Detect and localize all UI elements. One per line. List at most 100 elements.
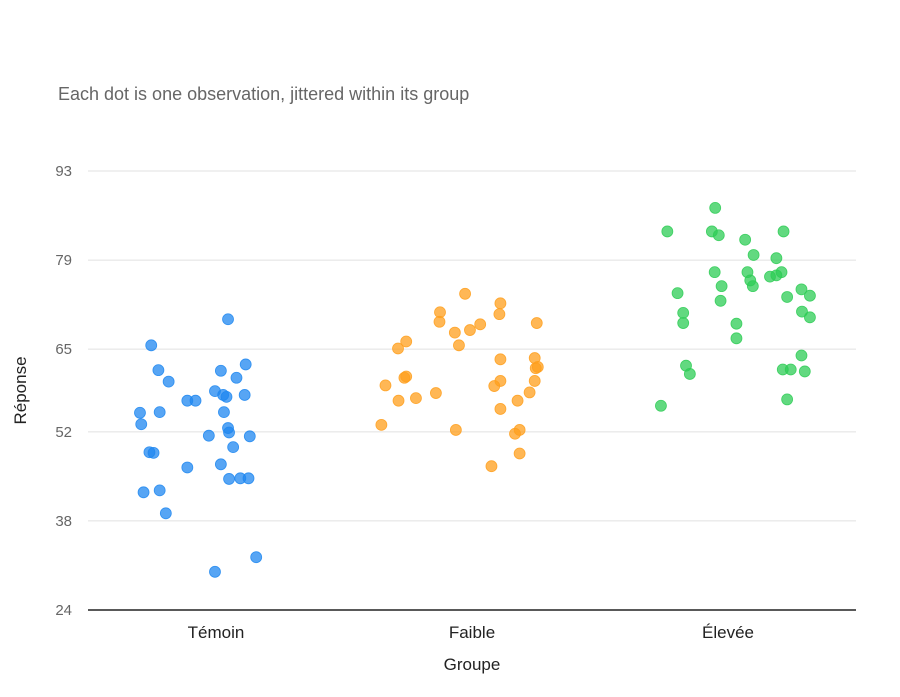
data-point (410, 392, 422, 405)
data-point (708, 266, 721, 279)
data-point (488, 380, 501, 392)
data-point (531, 361, 544, 373)
data-point (243, 430, 256, 443)
data-points (134, 202, 816, 578)
data-point (494, 403, 507, 415)
gridlines (88, 170, 856, 522)
data-point (661, 225, 674, 238)
data-point (671, 287, 684, 300)
y-tick-label: 65 (55, 341, 72, 358)
data-point (152, 364, 165, 377)
data-point (485, 460, 498, 473)
data-point (677, 317, 690, 329)
data-point (392, 394, 405, 407)
data-point (655, 399, 667, 412)
data-point (677, 306, 690, 319)
data-point (400, 370, 413, 383)
x-axis-categories: Témoin Faible Élevée (188, 623, 754, 642)
x-category-label: Élevée (702, 623, 754, 642)
data-point (804, 289, 816, 302)
data-point (511, 394, 524, 407)
data-point (493, 308, 506, 321)
data-point (202, 429, 215, 442)
data-point (770, 252, 783, 265)
data-point (781, 393, 794, 406)
data-point (250, 551, 263, 564)
data-point (804, 311, 816, 324)
y-tick-label: 93 (55, 163, 72, 180)
data-point (449, 424, 462, 436)
data-point (137, 486, 150, 499)
data-point (242, 472, 255, 485)
data-point (448, 326, 461, 339)
data-point (781, 291, 794, 303)
x-category-label: Faible (449, 623, 495, 642)
data-point (223, 426, 235, 439)
data-point (528, 375, 541, 387)
y-tick-label: 24 (55, 602, 72, 619)
data-point (795, 283, 808, 296)
data-point (230, 371, 243, 384)
data-point (746, 280, 759, 293)
data-point (433, 315, 446, 328)
data-point (494, 297, 507, 310)
data-point (214, 458, 227, 471)
x-axis-title: Groupe (444, 655, 501, 674)
data-point (764, 270, 776, 283)
data-point (153, 406, 166, 419)
data-point (218, 406, 230, 419)
data-point (159, 507, 172, 520)
data-point (145, 339, 158, 352)
data-point (730, 317, 743, 330)
chart-subtitle: Each dot is one observation, jittered wi… (58, 84, 470, 104)
data-point (715, 280, 728, 293)
data-point (459, 287, 471, 300)
y-axis-ticks: 24 38 52 65 79 93 (55, 163, 72, 619)
data-point (220, 390, 233, 403)
data-point (238, 389, 251, 401)
data-point (798, 365, 811, 378)
data-point (730, 332, 743, 345)
data-point (223, 473, 235, 485)
data-point (375, 418, 388, 431)
data-point (222, 313, 234, 326)
data-point (181, 461, 194, 474)
data-point (153, 484, 166, 497)
data-point (400, 335, 413, 348)
x-category-label: Témoin (188, 623, 245, 642)
data-point (134, 406, 146, 419)
y-tick-label: 38 (55, 513, 72, 530)
data-point (777, 225, 790, 238)
data-point (530, 317, 543, 329)
data-point (147, 446, 160, 459)
data-point (214, 364, 227, 377)
data-point (162, 375, 175, 388)
data-point (464, 324, 476, 336)
data-point (712, 229, 725, 242)
data-point (747, 249, 760, 261)
data-point (392, 342, 404, 355)
data-point (453, 339, 465, 352)
data-point (239, 358, 252, 371)
data-point (379, 379, 392, 392)
data-point (209, 565, 221, 578)
data-point (494, 353, 507, 366)
data-point (509, 427, 521, 440)
data-point (513, 447, 526, 460)
data-point (474, 318, 487, 331)
data-point (189, 394, 202, 407)
data-point (430, 387, 442, 399)
y-tick-label: 79 (55, 252, 72, 269)
y-tick-label: 52 (55, 424, 72, 441)
data-point (683, 368, 696, 380)
y-axis-title: Réponse (11, 356, 30, 424)
data-point (784, 363, 797, 376)
data-point (135, 418, 148, 431)
data-point (227, 441, 240, 454)
data-point (714, 294, 727, 307)
data-point (523, 386, 536, 399)
data-point (739, 233, 752, 246)
data-point (795, 349, 808, 362)
